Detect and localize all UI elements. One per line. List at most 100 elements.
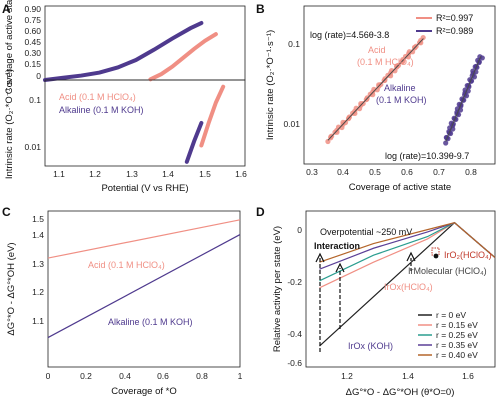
d-legend-3: r = 0.35 eV — [436, 340, 478, 350]
d-ylabel: Relative activity per state (eV) — [272, 226, 283, 352]
b-xtick-2: 0.5 — [369, 167, 381, 177]
c-xtick-5: 1 — [238, 371, 243, 381]
a-top-series-alkaline — [43, 21, 204, 82]
a-xtick-4: 1.5 — [199, 169, 211, 179]
panel-c-plot: 1.1 1.2 1.3 1.4 1.5 ΔG°*O - ΔG°*OH (eV) … — [6, 210, 243, 397]
b-xtick-3: 0.6 — [401, 167, 413, 177]
d-xtick-0: 1.2 — [341, 371, 353, 381]
panel-label-c: C — [2, 205, 11, 219]
c-series-alkaline — [47, 234, 241, 339]
c-xlabel: Coverage of *O — [111, 386, 176, 397]
d-series-lines — [319, 221, 496, 347]
d-arrowhead-1 — [315, 252, 325, 263]
c-xtick-0: 0 — [46, 371, 51, 381]
c-label-alkaline: Alkaline (0.1 M KOH) — [108, 317, 193, 327]
d-label-iro2: IrO₂(HClO₄) — [444, 250, 492, 260]
a-top-ytick-2: 0.30 — [24, 48, 41, 58]
b-label-acid: Acid — [368, 45, 386, 55]
a-bottom-series-alkaline — [184, 121, 204, 164]
a-top-ytick-3: 0.45 — [24, 37, 41, 47]
d-legend-2: r = 0.25 eV — [436, 330, 478, 340]
d-marker-molecular — [433, 253, 439, 259]
a-xtick-2: 1.3 — [126, 169, 138, 179]
a-bot-ylabel: Intrinsic rate (O₂·*O⁻¹·s⁻¹) — [4, 69, 15, 179]
d-interaction-label: Interaction — [314, 241, 360, 251]
d-xtick-2: 1.6 — [462, 371, 474, 381]
d-legend-4: r = 0.40 eV — [436, 350, 478, 360]
a-top-ytick-1: 0.15 — [24, 59, 41, 69]
d-xtick-1: 1.4 — [402, 371, 414, 381]
a-xlabel: Potential (V vs RHE) — [101, 183, 188, 194]
panel-label-a: A — [2, 2, 11, 16]
d-overpotential-label: Overpotential ~250 mV — [320, 227, 412, 237]
panel-b-frame — [303, 5, 496, 165]
b-xlabel: Coverage of active state — [349, 182, 451, 193]
a-top-ytick-6: 0.90 — [24, 4, 41, 14]
a-xtick-0: 1.1 — [53, 169, 65, 179]
b-ytick-1: 0.01 — [283, 119, 300, 129]
b-data-point — [325, 138, 331, 145]
panel-d-plot: 0 -0.2 -0.4 -0.6 Relative activity per s… — [272, 210, 496, 398]
c-ytick-2: 1.3 — [32, 259, 44, 269]
b-fit-line-acid — [327, 38, 424, 141]
d-label-irox-acid: IrOx(HClO₄) — [384, 282, 433, 292]
a-top-ytick-0: 0 — [36, 71, 41, 81]
panel-b-plot: 0.1 0.01 Intrinsic rate (O₂·*O⁻¹·s⁻¹) lo… — [265, 5, 496, 193]
d-arrowhead-3 — [406, 251, 416, 262]
b-data-point — [409, 49, 416, 55]
panel-d-frame — [305, 210, 496, 368]
a-legend-acid: Acid (0.1 M HClO₄) — [59, 92, 136, 102]
d-legend: r = 0 eV r = 0.15 eV r = 0.25 eV r = 0.3… — [418, 310, 478, 360]
b-equation-alkaline: log (rate)=10.39θ-9.7 — [385, 151, 469, 161]
a-xtick-3: 1.4 — [162, 169, 174, 179]
b-legend-r2-alkaline: R²=0.989 — [436, 26, 473, 36]
a-top-ytick-4: 0.60 — [24, 26, 41, 36]
c-ytick-0: 1.1 — [32, 316, 44, 326]
a-top-ylabel: Coverage of active state — [4, 0, 15, 94]
b-xtick-4: 0.7 — [433, 167, 445, 177]
b-xtick-1: 0.4 — [337, 167, 349, 177]
c-label-acid: Acid (0.1 M HClO₄) — [88, 260, 165, 270]
c-ylabel: ΔG°*O - ΔG°*OH (eV) — [6, 242, 17, 335]
c-xtick-3: 0.6 — [157, 371, 169, 381]
d-series-line-4 — [319, 221, 496, 263]
b-legend-r2-acid: R²=0.997 — [436, 13, 473, 23]
b-xtick-5: 0.8 — [465, 167, 477, 177]
b-ytick-0: 0.1 — [288, 39, 300, 49]
c-ytick-4: 1.5 — [32, 214, 44, 224]
d-ytick-2: -0.4 — [287, 329, 302, 339]
a-top-series-acid — [148, 32, 218, 82]
d-label-molecular: IrMolecular (HClO₄) — [408, 266, 487, 276]
panel-a-bottom-plot: 0.1 0.01 Intrinsic rate (O₂·*O⁻¹·s⁻¹) Ac… — [4, 69, 247, 194]
d-ytick-1: -0.2 — [287, 277, 302, 287]
panel-c-frame — [47, 210, 241, 368]
d-arrowhead-2 — [335, 262, 345, 273]
panel-label-d: D — [256, 205, 265, 219]
d-legend-1: r = 0.15 eV — [436, 320, 478, 330]
d-label-irox-koh: IrOx (KOH) — [348, 341, 393, 351]
c-series-acid — [47, 219, 241, 259]
b-data-point — [342, 119, 349, 126]
a-bot-ytick-1: 0.01 — [24, 142, 41, 152]
a-xtick-5: 1.6 — [235, 169, 247, 179]
b-data-point — [420, 34, 426, 41]
panel-a-top-frame — [44, 5, 246, 81]
panel-label-b: B — [256, 2, 265, 16]
b-data-point — [443, 140, 449, 146]
a-legend-alkaline: Alkaline (0.1 M KOH) — [59, 105, 144, 115]
d-ytick-0: 0 — [297, 225, 302, 235]
panel-a-top-plot: 0 0.15 0.30 0.45 0.60 0.75 0.90 Coverage… — [4, 0, 246, 94]
b-label-alkaline-electrolyte: (0.1 M KOH) — [376, 95, 427, 105]
c-xtick-4: 0.8 — [196, 371, 208, 381]
b-fit-line-alkaline — [445, 56, 482, 142]
b-xtick-0: 0.3 — [306, 167, 318, 177]
d-ytick-3: -0.6 — [287, 358, 302, 368]
a-bot-ytick-0: 0.1 — [29, 95, 41, 105]
b-label-alkaline: Alkaline — [384, 83, 416, 93]
d-legend-0: r = 0 eV — [436, 310, 466, 320]
a-top-ytick-5: 0.75 — [24, 15, 41, 25]
a-xtick-1: 1.2 — [89, 169, 101, 179]
b-ylabel: Intrinsic rate (O₂·*O⁻¹·s⁻¹) — [265, 30, 276, 140]
a-bottom-series-acid — [199, 84, 226, 148]
d-xlabel: ΔG°*O - ΔG°*OH (θ*O=0) — [346, 387, 455, 398]
